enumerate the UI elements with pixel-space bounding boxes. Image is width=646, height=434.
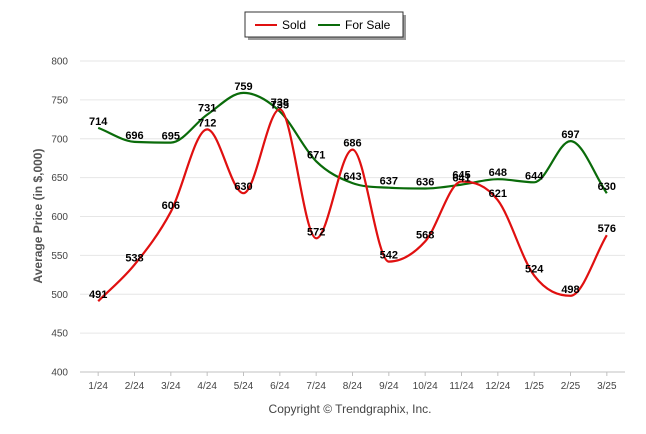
series-lines <box>97 91 608 302</box>
data-label-for-sale: 643 <box>343 171 361 183</box>
data-label-sold: 524 <box>525 264 544 276</box>
data-label-sold: 576 <box>598 223 616 235</box>
data-label-for-sale: 636 <box>416 177 434 189</box>
x-axis-ticks: 1/24 2/24 3/24 4/24 5/24 6/24 7/24 8/24 9/24 10/2… <box>88 372 617 392</box>
y-tick-label: 400 <box>51 368 68 379</box>
x-tick-label: 11/24 <box>449 381 474 392</box>
data-label-sold: 621 <box>489 188 507 200</box>
data-label-for-sale: 641 <box>452 173 470 185</box>
y-tick-label: 550 <box>51 251 68 262</box>
x-tick-label: 1/24 <box>88 381 108 392</box>
x-tick-label: 2/25 <box>561 381 581 392</box>
data-label-for-sale: 735 <box>271 100 289 112</box>
x-tick-label: 9/24 <box>379 381 399 392</box>
data-label-for-sale: 731 <box>198 103 216 115</box>
data-label-for-sale: 759 <box>234 81 252 93</box>
data-label-sold: 538 <box>125 253 143 265</box>
data-label-for-sale: 695 <box>162 131 180 143</box>
legend-label-for-sale: For Sale <box>345 18 391 32</box>
series-line-sold <box>97 108 608 302</box>
y-tick-label: 500 <box>51 290 68 301</box>
y-tick-label: 800 <box>51 57 68 68</box>
series-line-for-sale <box>97 91 608 194</box>
x-tick-label: 8/24 <box>343 381 363 392</box>
y-tick-label: 450 <box>51 329 68 340</box>
x-tick-label: 3/24 <box>161 381 181 392</box>
x-tick-label: 2/24 <box>125 381 145 392</box>
data-label-for-sale: 648 <box>489 167 507 179</box>
data-label-for-sale: 630 <box>598 181 616 193</box>
data-label-for-sale: 644 <box>525 170 544 182</box>
y-tick-label: 650 <box>51 173 68 184</box>
x-tick-label: 3/25 <box>597 381 617 392</box>
data-label-sold: 712 <box>198 117 216 129</box>
data-label-sold: 498 <box>561 284 579 296</box>
data-label-sold: 572 <box>307 226 325 238</box>
data-label-sold: 645 <box>452 170 470 182</box>
data-label-sold: 491 <box>89 289 107 301</box>
legend: Sold For Sale <box>244 11 406 40</box>
y-axis-ticks: 400 450 500 550 600 650 700 750 800 <box>51 57 68 379</box>
data-label-sold: 630 <box>234 181 252 193</box>
data-label-for-sale: 714 <box>89 116 108 128</box>
data-label-for-sale: 696 <box>125 130 143 142</box>
x-tick-label: 10/24 <box>413 381 438 392</box>
y-tick-label: 700 <box>51 134 68 145</box>
legend-label-sold: Sold <box>282 18 306 32</box>
x-tick-label: 1/25 <box>524 381 544 392</box>
gridlines <box>80 60 625 373</box>
data-label-sold: 738 <box>271 97 289 109</box>
copyright-footer: Copyright © Trendgraphix, Inc. <box>269 402 432 416</box>
x-tick-label: 4/24 <box>197 381 217 392</box>
data-label-sold: 606 <box>162 200 180 212</box>
y-tick-label: 750 <box>51 95 68 106</box>
data-label-sold: 568 <box>416 229 434 241</box>
x-tick-label: 12/24 <box>485 381 510 392</box>
x-tick-label: 6/24 <box>270 381 290 392</box>
y-tick-label: 600 <box>51 212 68 223</box>
data-label-for-sale: 671 <box>307 149 325 161</box>
data-label-sold: 686 <box>343 138 361 150</box>
data-label-for-sale: 697 <box>561 129 579 141</box>
data-labels: 491 538 606 712 630 738 572 686 542 568 645 621 524 4… <box>89 81 616 301</box>
x-tick-label: 7/24 <box>306 381 326 392</box>
x-tick-label: 5/24 <box>234 381 254 392</box>
y-axis-title: Average Price (in $,000) <box>31 149 45 284</box>
data-label-for-sale: 637 <box>380 176 398 188</box>
data-label-sold: 542 <box>380 250 398 262</box>
